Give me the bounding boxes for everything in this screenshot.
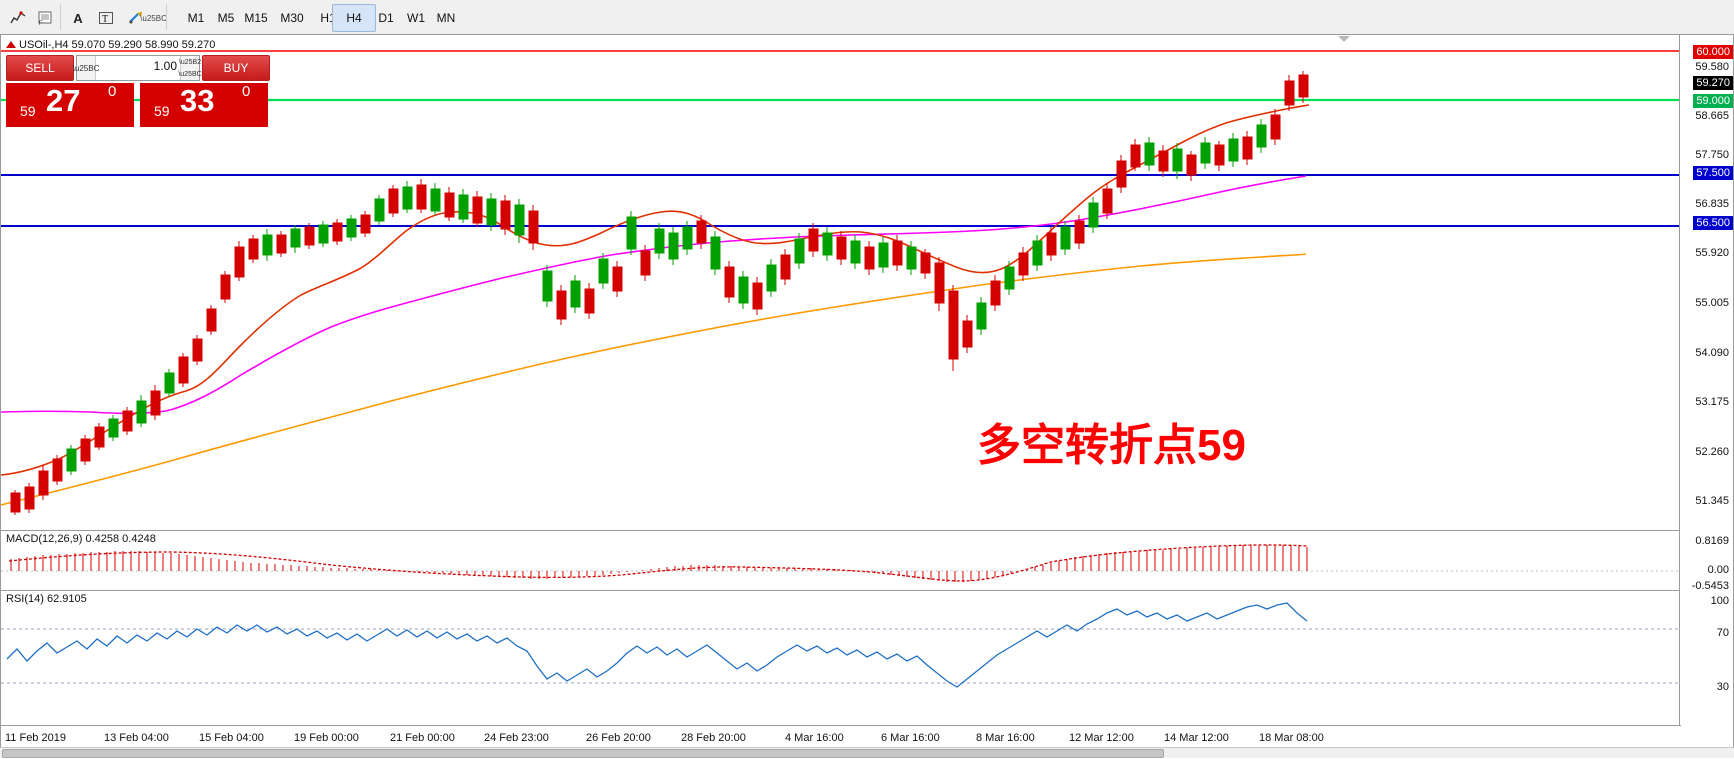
timeframe-mn[interactable]: MN — [436, 11, 456, 25]
buy-price-display[interactable]: 59 33 0 — [140, 83, 268, 127]
sell-price-prefix: 59 — [20, 103, 36, 119]
macd-chart-svg — [1, 544, 1681, 582]
rsi-scale-30: 30 — [1716, 681, 1729, 693]
buy-price-main: 33 — [180, 83, 215, 118]
time-label-5: 24 Feb 23:00 — [484, 732, 549, 744]
rsi-scale-70: 70 — [1716, 627, 1729, 639]
timeframe-h1[interactable]: H1 — [320, 11, 336, 25]
price-tag-current: 59.270 — [1693, 76, 1733, 90]
volume-value: 1.00 — [153, 59, 177, 73]
time-axis[interactable]: 11 Feb 2019 13 Feb 04:00 15 Feb 04:00 19… — [1, 725, 1681, 759]
scale-label-3: 56.835 — [1695, 198, 1729, 210]
price-tag-60: 60.000 — [1693, 45, 1733, 59]
volume-field[interactable]: \u25BC 1.00 \u25B2 \u25BC — [73, 55, 202, 81]
buy-button[interactable]: BUY — [202, 55, 270, 81]
main-toolbar: F A T \u25BC M1 M5 M15 M30 H1 H4 D1 W1 M… — [0, 0, 1734, 35]
chart-annotation-text: 多空转折点59 — [977, 421, 1246, 470]
scale-label-9: 51.345 — [1695, 495, 1729, 507]
indicators-icon[interactable] — [4, 4, 32, 32]
svg-text:T: T — [102, 14, 108, 25]
timeframe-m30[interactable]: M30 — [280, 11, 304, 25]
sell-button[interactable]: SELL — [6, 55, 74, 81]
time-label-9: 6 Mar 16:00 — [881, 732, 940, 744]
price-tag-575: 57.500 — [1693, 166, 1733, 180]
draw-objects-icon[interactable] — [122, 4, 150, 32]
timeframe-m15[interactable]: M15 — [244, 11, 268, 25]
time-label-12: 14 Mar 12:00 — [1164, 732, 1229, 744]
time-label-8: 4 Mar 16:00 — [785, 732, 844, 744]
time-label-4: 21 Feb 00:00 — [390, 732, 455, 744]
price-tag-59: 59.000 — [1693, 94, 1733, 108]
timeframe-m1[interactable]: M1 — [187, 11, 205, 25]
rsi-title: RSI(14) 62.9105 — [6, 593, 87, 605]
scale-label-1: 58.665 — [1695, 110, 1729, 122]
sell-price-display[interactable]: 59 27 0 — [6, 83, 134, 127]
sell-price-fraction: 0 — [108, 83, 117, 100]
time-label-6: 26 Feb 20:00 — [586, 732, 651, 744]
scale-label-7: 53.175 — [1695, 396, 1729, 408]
scale-label-6: 54.090 — [1695, 347, 1729, 359]
chart-expand-icon[interactable] — [6, 41, 16, 48]
symbol-header: USOil-,H4 59.070 59.290 58.990 59.270 — [19, 39, 216, 51]
macd-pane[interactable]: MACD(12,26,9) 0.4258 0.4248 — [1, 530, 1681, 591]
chart-window[interactable]: USOil-,H4 59.070 59.290 58.990 59.270 — [0, 34, 1734, 758]
buy-price-prefix: 59 — [154, 103, 170, 119]
rsi-chart-svg — [1, 602, 1681, 688]
scale-label-4: 55.920 — [1695, 247, 1729, 259]
timeframe-d1[interactable]: D1 — [378, 11, 394, 25]
text-label-icon[interactable]: T — [92, 4, 120, 32]
rsi-line — [6, 602, 1308, 688]
timeframe-w1[interactable]: W1 — [407, 11, 425, 25]
macd-scale-min: -0.5453 — [1691, 580, 1729, 592]
svg-text:F: F — [39, 21, 43, 27]
buy-price-fraction: 0 — [242, 83, 251, 100]
scrollbar-thumb[interactable] — [2, 749, 1164, 758]
time-label-13: 18 Mar 08:00 — [1259, 732, 1324, 744]
rsi-pane[interactable]: RSI(14) 62.9105 — [1, 590, 1681, 726]
time-label-10: 8 Mar 16:00 — [976, 732, 1035, 744]
timeframe-m5[interactable]: M5 — [217, 11, 235, 25]
horizontal-scrollbar[interactable] — [0, 747, 1734, 758]
one-click-trading-panel[interactable]: SELL \u25BC 1.00 \u25B2 \u25BC BUY 59 27… — [6, 55, 270, 127]
rsi-scale-100: 100 — [1710, 595, 1729, 607]
timeframe-h4[interactable]: H4 — [332, 4, 376, 32]
time-label-3: 19 Feb 00:00 — [294, 732, 359, 744]
ma-orange — [0, 253, 1307, 506]
sell-price-main: 27 — [46, 83, 81, 118]
macd-signal-line — [8, 544, 1308, 582]
macd-scale-zero: 0.00 — [1707, 564, 1729, 576]
scale-label-5: 55.005 — [1695, 297, 1729, 309]
price-tag-565: 56.500 — [1693, 216, 1733, 230]
templates-icon[interactable]: F — [32, 4, 60, 32]
volume-dropdown-icon[interactable]: \u25BC — [73, 56, 99, 80]
time-label-7: 28 Feb 20:00 — [681, 732, 746, 744]
scale-label-0: 59.580 — [1695, 61, 1729, 73]
macd-title: MACD(12,26,9) 0.4258 0.4248 — [6, 533, 156, 545]
price-scale[interactable]: 60.000 59.580 59.270 59.000 58.665 57.75… — [1679, 35, 1733, 725]
chevron-down-icon[interactable]: \u25BC — [140, 13, 167, 23]
scale-label-8: 52.260 — [1695, 446, 1729, 458]
price-chart-svg — [0, 50, 1681, 515]
macd-scale-max: 0.8169 — [1695, 535, 1729, 547]
chart-shift-marker[interactable] — [1338, 36, 1350, 42]
scale-label-2: 57.750 — [1695, 149, 1729, 161]
time-label-1: 13 Feb 04:00 — [104, 732, 169, 744]
time-label-0: 11 Feb 2019 — [5, 732, 66, 744]
price-pane[interactable]: SELL \u25BC 1.00 \u25B2 \u25BC BUY 59 27… — [0, 35, 1681, 530]
volume-decrease-icon[interactable]: \u25BC — [178, 68, 202, 80]
time-label-2: 15 Feb 04:00 — [199, 732, 264, 744]
time-label-11: 12 Mar 12:00 — [1069, 732, 1134, 744]
candlestick-series — [10, 71, 1309, 515]
crosshair-text-icon[interactable]: A — [73, 10, 83, 26]
